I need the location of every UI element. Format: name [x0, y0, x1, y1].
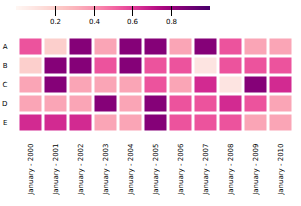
svg-text:January - 2000: January - 2000 [27, 144, 35, 196]
svg-text:January - 2007: January - 2007 [202, 144, 210, 196]
svg-text:January - 2009: January - 2009 [252, 144, 260, 196]
svg-text:E: E [3, 119, 7, 127]
svg-text:B: B [3, 62, 8, 70]
svg-text:January - 2010: January - 2010 [277, 144, 285, 196]
svg-text:0.2: 0.2 [50, 18, 61, 26]
svg-text:January - 2001: January - 2001 [52, 144, 60, 196]
svg-text:January - 2006: January - 2006 [177, 143, 185, 196]
svg-text:A: A [3, 43, 8, 51]
svg-text:0.8: 0.8 [166, 18, 177, 26]
svg-text:January - 2008: January - 2008 [227, 144, 235, 196]
svg-text:0.4: 0.4 [89, 18, 101, 26]
svg-text:D: D [2, 100, 7, 108]
svg-text:January - 2004: January - 2004 [127, 143, 135, 196]
svg-text:0.6: 0.6 [127, 18, 139, 26]
svg-text:January - 2003: January - 2003 [102, 144, 110, 196]
svg-text:January - 2005: January - 2005 [152, 144, 160, 196]
svg-text:C: C [3, 81, 8, 89]
svg-text:January - 2002: January - 2002 [77, 144, 85, 196]
